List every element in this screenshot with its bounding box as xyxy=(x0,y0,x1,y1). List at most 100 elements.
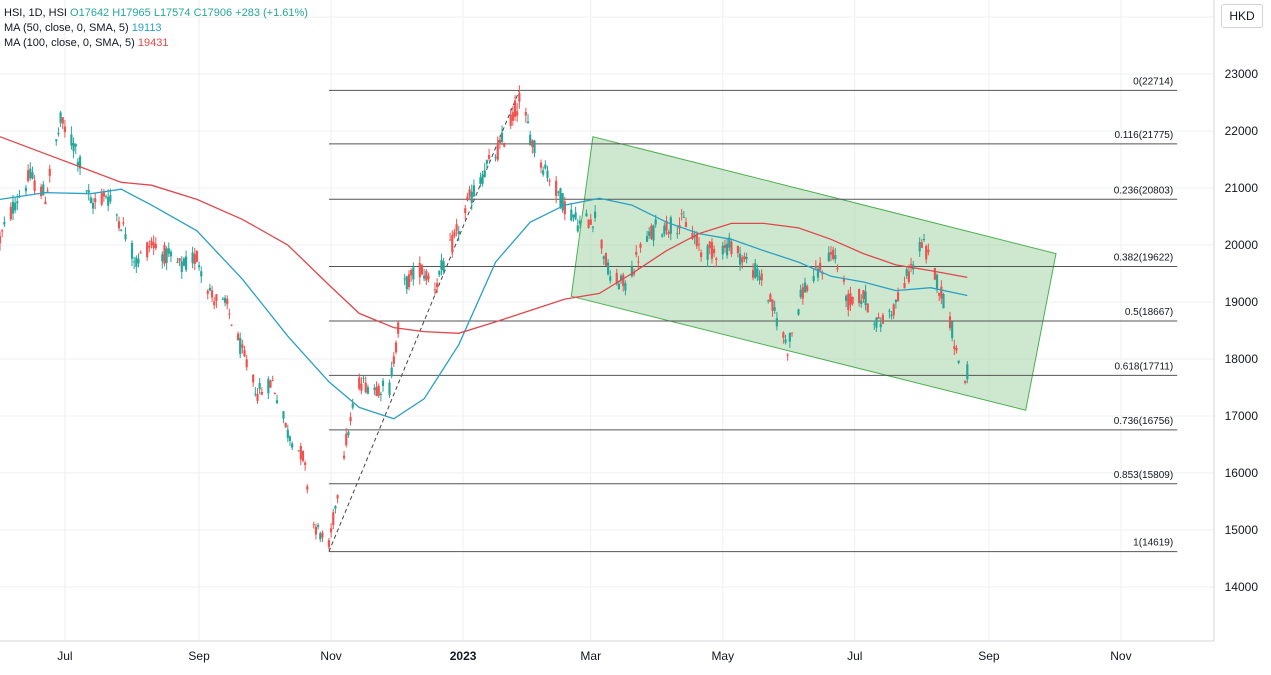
candle-body xyxy=(799,289,802,297)
candle-body xyxy=(782,332,785,338)
candle-body xyxy=(726,243,729,256)
fibonacci-retracement[interactable]: 0(22714) 0.116(21775) 0.236(20803) 0.382(19… xyxy=(328,76,1178,553)
candle-body xyxy=(555,180,558,196)
ohlc-values: O17642 H17965 L17574 C17906 +283 (+1.61%… xyxy=(70,7,308,19)
candle-body xyxy=(751,270,755,278)
fib-level-label: 0(22714) xyxy=(1133,76,1173,87)
candle-body xyxy=(94,198,97,203)
candle-body xyxy=(691,232,694,239)
candle-body xyxy=(91,202,95,209)
candle-body xyxy=(630,267,633,277)
candle-body xyxy=(286,429,289,439)
candle-body xyxy=(938,292,941,296)
candle-body xyxy=(464,208,467,214)
candle-body xyxy=(152,242,155,248)
candle-body xyxy=(955,347,958,351)
candle-body xyxy=(230,324,233,326)
candle-body xyxy=(3,222,6,225)
ma100-label: MA (100, close, 0, SMA, 5) xyxy=(4,37,135,49)
candle-body xyxy=(104,196,108,198)
chart-legend: HSI, 1D, HSI O17642 H17965 L17574 C17906… xyxy=(4,6,308,51)
candle-body xyxy=(107,196,110,206)
candle-body xyxy=(788,332,791,342)
candle-body xyxy=(215,294,218,302)
candle-body xyxy=(479,177,482,184)
candle-body xyxy=(11,201,15,214)
candle-body xyxy=(440,260,443,270)
candle-body xyxy=(241,344,244,348)
ma100-legend-row[interactable]: MA (100, close, 0, SMA, 5) 19431 xyxy=(4,36,308,51)
candle-body xyxy=(879,323,882,328)
candle-body xyxy=(291,443,294,448)
candle-body xyxy=(531,140,534,148)
symbol-label[interactable]: HSI, 1D, HSI xyxy=(4,7,67,19)
candle-body xyxy=(70,134,73,146)
candle-body xyxy=(327,540,331,548)
candle-body xyxy=(314,526,318,535)
candle-body xyxy=(654,219,657,225)
candle-body xyxy=(829,251,833,255)
candle-body xyxy=(61,117,64,124)
candle-body xyxy=(89,197,92,204)
candle-body xyxy=(738,253,742,265)
candle-body xyxy=(46,190,49,192)
candle-body xyxy=(730,241,733,254)
price-tick-label: 21000 xyxy=(1225,181,1259,195)
candle-body xyxy=(617,283,621,290)
candle-body xyxy=(169,251,173,257)
candle-body xyxy=(496,144,499,160)
candle-body xyxy=(360,383,363,391)
candle-body xyxy=(834,255,837,260)
candle-body xyxy=(364,382,367,393)
candle-body xyxy=(637,261,640,263)
currency-button[interactable]: HKD xyxy=(1221,4,1263,28)
candle-body xyxy=(180,261,183,272)
candle-body xyxy=(442,261,445,272)
candle-body xyxy=(332,512,335,526)
price-tick-label: 14000 xyxy=(1225,580,1259,594)
candle-body xyxy=(663,225,666,235)
time-tick-label: Sep xyxy=(978,649,1000,663)
time-tick-label: Nov xyxy=(320,649,341,663)
candle-body xyxy=(812,276,815,282)
candle-body xyxy=(139,252,142,254)
candle-body xyxy=(351,403,354,408)
candle-body xyxy=(775,318,778,327)
price-tick-label: 20000 xyxy=(1225,238,1259,252)
candle-body xyxy=(494,157,497,159)
candle-body xyxy=(845,295,848,301)
candle-body xyxy=(700,252,703,257)
candle-body xyxy=(472,185,476,197)
candle-body xyxy=(557,191,560,193)
candle-body xyxy=(260,391,263,395)
candle-body xyxy=(412,267,415,280)
candle-body xyxy=(650,225,653,239)
candle-body xyxy=(349,417,352,422)
candle-body xyxy=(624,283,627,291)
ma50-legend-row[interactable]: MA (50, close, 0, SMA, 5) 19113 xyxy=(4,21,308,36)
candle-body xyxy=(803,282,807,293)
candle-body xyxy=(526,121,530,124)
candle-body xyxy=(927,249,930,253)
candle-body xyxy=(245,359,248,368)
candle-body xyxy=(728,237,731,248)
candle-body xyxy=(102,191,105,197)
candle-body xyxy=(193,253,196,264)
candle-body xyxy=(485,160,488,164)
price-tick-label: 16000 xyxy=(1225,466,1259,480)
candle-body xyxy=(866,303,869,313)
candle-body xyxy=(529,134,532,146)
candle-body xyxy=(433,289,437,291)
candle-body xyxy=(600,239,603,249)
candle-body xyxy=(713,249,716,254)
candle-body xyxy=(288,436,292,442)
candle-body xyxy=(912,264,915,270)
candle-body xyxy=(723,245,727,248)
candle-body xyxy=(24,187,28,192)
candle-body xyxy=(533,140,536,154)
candle-body xyxy=(388,382,391,395)
candle-body xyxy=(206,290,209,294)
candle-body xyxy=(892,304,895,316)
moving-averages xyxy=(0,136,968,420)
